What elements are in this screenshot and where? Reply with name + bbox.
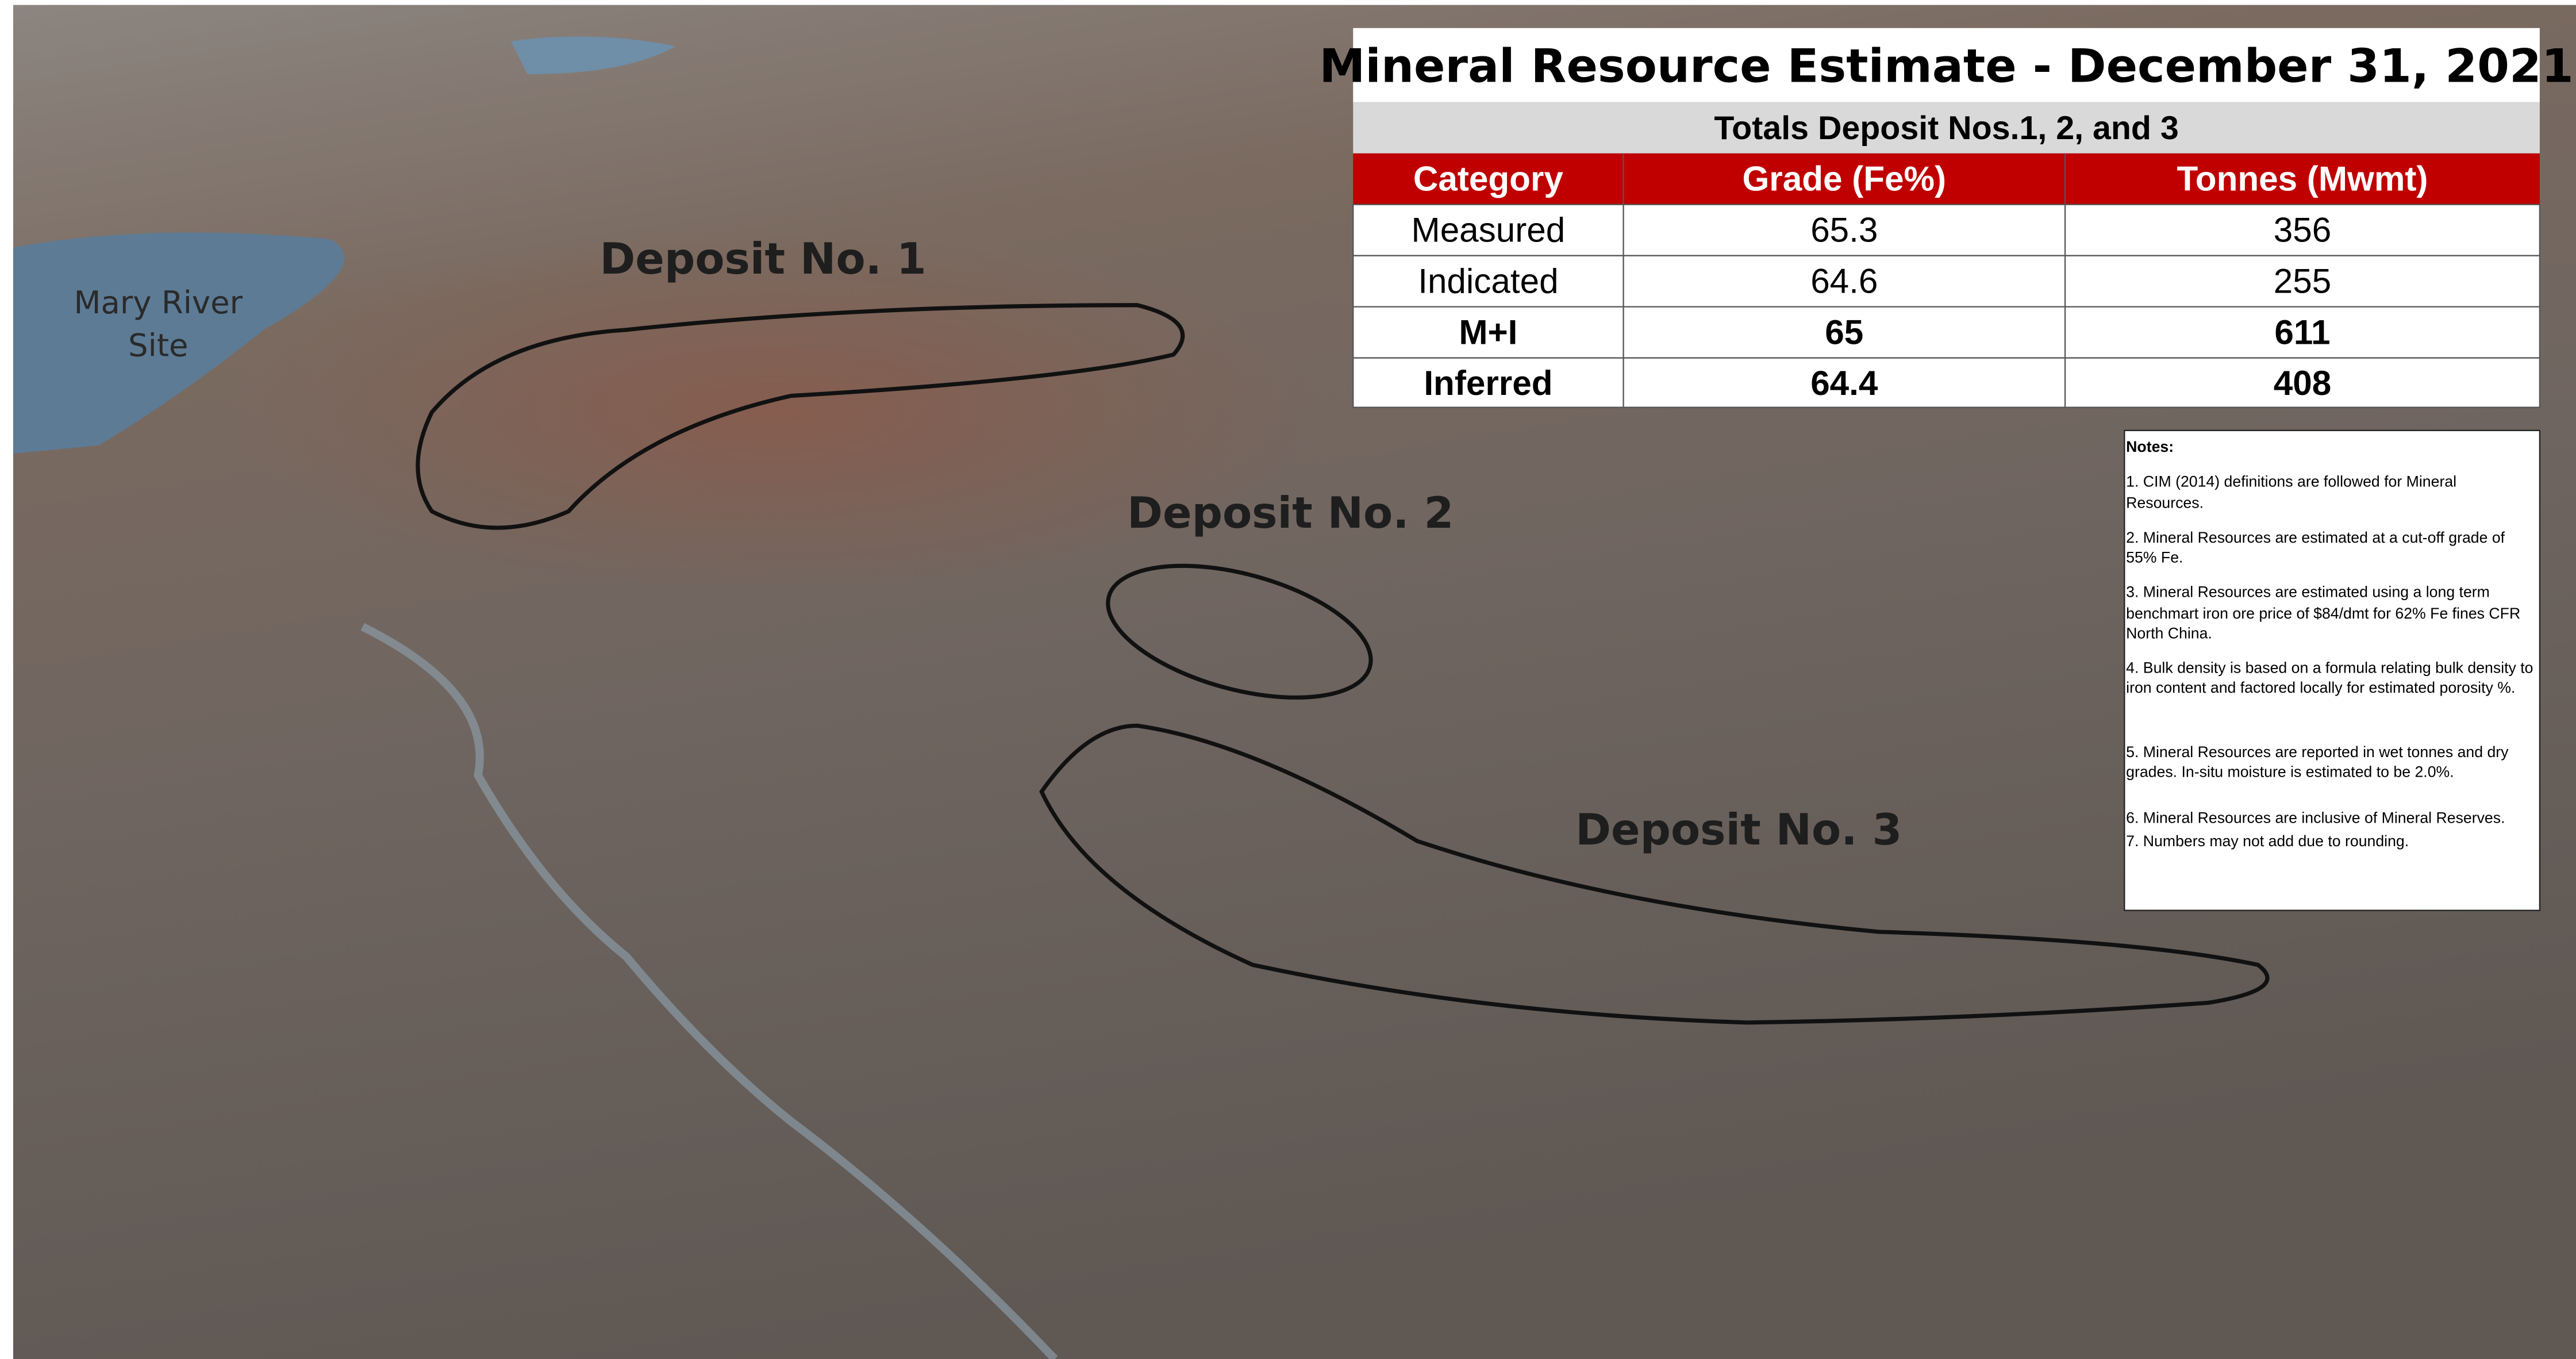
map-label: Deposit No. 1 <box>600 234 926 284</box>
page: Mary River Site Deposit No. 1 Deposit No.… <box>0 0 2576 1359</box>
note: 2. Mineral Resources are estimated at a … <box>2126 527 2538 567</box>
header-cell: Grade (Fe%) <box>1742 159 1946 198</box>
cell: 65.3 <box>1810 210 1878 249</box>
header-cell: Category <box>1413 159 1563 198</box>
table-title: Mineral Resource Estimate - December 31,… <box>1319 39 2573 93</box>
note: 3. Mineral Resources are estimated using… <box>2126 583 2538 644</box>
cell: 64.6 <box>1810 261 1878 300</box>
note: 4. Bulk density is based on a formula re… <box>2126 658 2538 698</box>
label-line: Mary River <box>74 284 243 321</box>
cell: 65 <box>1825 312 1863 351</box>
note: 6. Mineral Resources are inclusive of Mi… <box>2126 808 2538 828</box>
cell: Inferred <box>1424 363 1552 402</box>
note: 1. CIM (2014) definitions are followed f… <box>2126 472 2538 512</box>
cell: 64.4 <box>1810 363 1878 402</box>
header-cell: Tonnes (Mwmt) <box>2177 159 2428 198</box>
cell: Measured <box>1412 210 1566 249</box>
cell: 611 <box>2274 312 2330 351</box>
cell: 408 <box>2274 363 2331 402</box>
cell: M+I <box>1459 312 1517 351</box>
table-subtitle: Totals Deposit Nos.1, 2, and 3 <box>1714 110 2178 147</box>
slide: Mary River Site Deposit No. 1 Deposit No.… <box>0 0 2576 1359</box>
map-label: Deposit No. 3 <box>1575 805 1902 855</box>
notes-title: Notes: <box>2126 437 2538 457</box>
note: 7. Numbers may not add due to rounding. <box>2126 832 2538 852</box>
note: 5. Mineral Resources are reported in wet… <box>2126 742 2538 782</box>
cell: 255 <box>2274 261 2331 300</box>
notes-text: Notes: 1. CIM (2014) definitions are fol… <box>2126 437 2538 852</box>
label-line: Site <box>128 327 189 364</box>
map-label: Deposit No. 2 <box>1127 488 1454 538</box>
cell: Indicated <box>1418 261 1558 300</box>
terrain <box>230 231 1318 594</box>
resource-table: Mineral Resource Estimate - December 31,… <box>1319 28 2573 408</box>
cell: 356 <box>2274 210 2331 249</box>
notes: Notes: 1. CIM (2014) definitions are fol… <box>2126 437 2538 909</box>
